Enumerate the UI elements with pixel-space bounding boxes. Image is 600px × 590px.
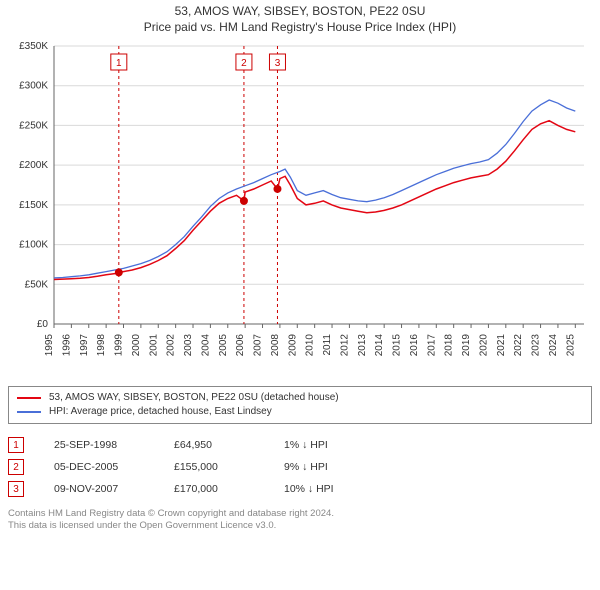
legend-item: HPI: Average price, detached house, East…: [17, 405, 583, 419]
svg-text:3: 3: [275, 58, 281, 69]
svg-text:2: 2: [241, 58, 247, 69]
svg-text:2008: 2008: [270, 334, 281, 357]
svg-text:2016: 2016: [409, 334, 420, 357]
attribution: Contains HM Land Registry data © Crown c…: [8, 508, 592, 533]
sale-delta: 1% ↓ HPI: [284, 439, 328, 451]
svg-text:£150K: £150K: [19, 200, 48, 211]
svg-text:£350K: £350K: [19, 41, 48, 52]
svg-text:2000: 2000: [131, 334, 142, 357]
sale-row: 1 25-SEP-1998 £64,950 1% ↓ HPI: [8, 434, 592, 456]
svg-text:£100K: £100K: [19, 240, 48, 251]
svg-text:2004: 2004: [200, 334, 211, 357]
legend-swatch: [17, 411, 41, 413]
svg-text:2022: 2022: [513, 334, 524, 357]
sale-badge: 3: [8, 481, 24, 497]
legend-item: 53, AMOS WAY, SIBSEY, BOSTON, PE22 0SU (…: [17, 391, 583, 405]
svg-text:£300K: £300K: [19, 81, 48, 92]
sale-price: £155,000: [174, 461, 254, 473]
svg-text:2013: 2013: [357, 334, 368, 357]
attribution-line2: This data is licensed under the Open Gov…: [8, 520, 592, 532]
sale-date: 05-DEC-2005: [54, 461, 144, 473]
svg-text:2001: 2001: [148, 334, 159, 357]
legend-swatch: [17, 397, 41, 399]
svg-text:2017: 2017: [426, 334, 437, 357]
svg-text:£50K: £50K: [25, 279, 49, 290]
svg-text:£0: £0: [37, 319, 49, 330]
sale-row: 2 05-DEC-2005 £155,000 9% ↓ HPI: [8, 456, 592, 478]
sale-delta: 10% ↓ HPI: [284, 483, 334, 495]
svg-text:1997: 1997: [79, 334, 90, 357]
svg-text:2014: 2014: [374, 334, 385, 357]
svg-text:2019: 2019: [461, 334, 472, 357]
chart-legend: 53, AMOS WAY, SIBSEY, BOSTON, PE22 0SU (…: [8, 386, 592, 424]
svg-text:2021: 2021: [496, 334, 507, 357]
chart-title-sub: Price paid vs. HM Land Registry's House …: [8, 20, 592, 34]
chart-svg: £0 £50K £100K £150K £200K £250K £300K £350K 1995…: [8, 40, 592, 380]
svg-text:2023: 2023: [531, 334, 542, 357]
sale-price: £64,950: [174, 439, 254, 451]
sale-badge: 2: [8, 459, 24, 475]
sale-price: £170,000: [174, 483, 254, 495]
svg-text:2018: 2018: [444, 334, 455, 357]
svg-text:2011: 2011: [322, 334, 333, 356]
attribution-line1: Contains HM Land Registry data © Crown c…: [8, 508, 592, 520]
svg-text:1: 1: [116, 58, 122, 69]
svg-text:2010: 2010: [305, 334, 316, 357]
svg-text:2012: 2012: [339, 334, 350, 357]
svg-text:1996: 1996: [61, 334, 72, 357]
svg-text:2020: 2020: [478, 334, 489, 357]
svg-text:2005: 2005: [218, 334, 229, 357]
svg-text:£250K: £250K: [19, 120, 48, 131]
svg-text:2007: 2007: [253, 334, 264, 357]
svg-text:2025: 2025: [565, 334, 576, 357]
svg-text:2015: 2015: [392, 334, 403, 357]
svg-text:1995: 1995: [44, 334, 55, 357]
sale-row: 3 09-NOV-2007 £170,000 10% ↓ HPI: [8, 478, 592, 500]
chart-titles: 53, AMOS WAY, SIBSEY, BOSTON, PE22 0SU P…: [8, 4, 592, 34]
sale-delta: 9% ↓ HPI: [284, 461, 328, 473]
svg-text:2006: 2006: [235, 334, 246, 357]
legend-label: 53, AMOS WAY, SIBSEY, BOSTON, PE22 0SU (…: [49, 391, 339, 405]
chart-title-address: 53, AMOS WAY, SIBSEY, BOSTON, PE22 0SU: [8, 4, 592, 18]
svg-text:1999: 1999: [114, 334, 125, 357]
legend-label: HPI: Average price, detached house, East…: [49, 405, 272, 419]
sale-badge: 1: [8, 437, 24, 453]
sale-date: 25-SEP-1998: [54, 439, 144, 451]
svg-text:2003: 2003: [183, 334, 194, 357]
price-chart: £0 £50K £100K £150K £200K £250K £300K £350K 1995…: [8, 40, 592, 380]
svg-text:2024: 2024: [548, 334, 559, 357]
svg-text:2002: 2002: [166, 334, 177, 357]
sale-date: 09-NOV-2007: [54, 483, 144, 495]
svg-text:2009: 2009: [287, 334, 298, 357]
sales-table: 1 25-SEP-1998 £64,950 1% ↓ HPI 2 05-DEC-2005 £…: [8, 434, 592, 500]
svg-text:1998: 1998: [96, 334, 107, 357]
svg-text:£200K: £200K: [19, 160, 48, 171]
